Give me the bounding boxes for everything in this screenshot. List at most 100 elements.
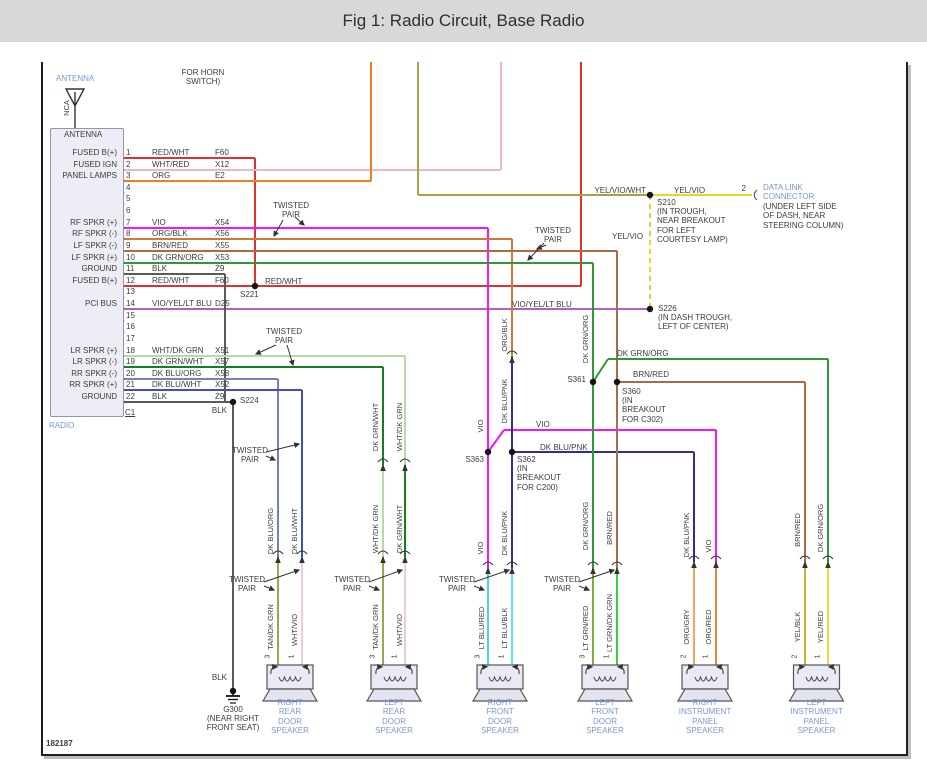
connector-break-arrow — [590, 567, 596, 574]
twisted-pair-arrow — [368, 585, 381, 592]
splice-dot — [508, 448, 516, 456]
pin-number: 6 — [126, 206, 131, 215]
antenna-label: ANTENNA — [56, 74, 95, 83]
speaker-pin-number: 1 — [498, 654, 506, 659]
twisted-pair-label: TWISTED PAIR — [544, 575, 580, 594]
pin-wire-label: ORG — [152, 171, 171, 180]
wire-name-label: RED/WHT — [265, 277, 303, 286]
connector-break-icon — [482, 561, 494, 566]
pin-function-label: LR SPKR (-) — [72, 357, 117, 366]
speaker-cone — [471, 688, 529, 702]
pin-circuit-code: X56 — [215, 229, 230, 238]
pin-circuit-code: F60 — [215, 148, 229, 157]
twisted-pair-arrow — [294, 216, 305, 226]
pin-number: 10 — [126, 253, 135, 262]
dlc-location: (UNDER LEFT SIDE OF DASH, NEAR STEERING … — [763, 202, 844, 230]
splice-s221-label: S221 — [240, 290, 259, 299]
twisted-pair-arrow — [473, 585, 486, 592]
wire-name-vertical-label: VIO — [476, 419, 485, 433]
pin-wire-label: VIO — [152, 218, 166, 227]
dlc-pin-bracket-icon — [753, 189, 758, 201]
twisted-pair-arrow — [578, 568, 616, 583]
terminal-arrow-icon — [375, 663, 384, 675]
pin-number: 14 — [126, 299, 135, 308]
wire-name-vertical-label: YEL/BLK — [793, 611, 802, 643]
wire-name-vertical-label: DK GRN/ORG — [581, 314, 590, 364]
diagram-border — [41, 62, 908, 756]
connector-break-arrow — [380, 556, 386, 563]
pin-function-label: FUSED B(+) — [72, 276, 117, 285]
splice-s224-label: S224 — [240, 396, 259, 405]
connector-break-icon — [710, 555, 722, 560]
ground-g300-location: (NEAR RIGHT FRONT SEAT) — [206, 714, 260, 733]
pin-circuit-code: X55 — [215, 241, 230, 250]
speaker-name-label: RIGHT FRONT DOOR SPEAKER — [481, 698, 519, 735]
speaker-cone — [261, 688, 319, 702]
speaker-cone — [676, 688, 734, 702]
pin-circuit-code: X57 — [215, 357, 230, 366]
speaker-name-label: RIGHT REAR DOOR SPEAKER — [271, 698, 309, 735]
pin-function-label: LF SPKR (+) — [71, 253, 117, 262]
pin-wire-label: DK BLU/WHT — [152, 380, 202, 389]
terminal-arrow-icon — [404, 663, 413, 675]
twisted-pair-arrow — [473, 568, 511, 583]
connector-break-icon — [799, 555, 811, 560]
horn-switch-note: FOR HORN SWITCH) — [181, 68, 225, 87]
speaker-name-label: LEFT FRONT DOOR SPEAKER — [586, 698, 624, 735]
speaker-coil-icon — [488, 675, 512, 682]
twisted-pair-label: TWISTED PAIR — [535, 226, 571, 245]
pin-function-label: RF SPKR (+) — [70, 218, 117, 227]
terminal-arrow-icon — [480, 663, 489, 675]
pin-function-label: FUSED IGN — [73, 160, 117, 169]
radio-label: RADIO — [49, 421, 75, 430]
twisted-pair-arrow — [286, 344, 295, 367]
dlc-name: DATA LINK CONNECTOR — [763, 183, 815, 202]
pin-circuit-code: X12 — [215, 160, 230, 169]
speaker-name-label: LEFT REAR DOOR SPEAKER — [375, 698, 413, 735]
connector-break-arrow — [713, 561, 719, 568]
terminal-arrow-icon — [585, 663, 594, 675]
antenna-box-label: ANTENNA — [64, 130, 103, 139]
pin-number: 19 — [126, 357, 135, 366]
pin-wire-label: RED/WHT — [152, 148, 190, 157]
pin-number: 2 — [126, 160, 131, 169]
connector-break-icon — [296, 550, 308, 555]
wire-name-label: DK GRN/ORG — [617, 349, 669, 358]
connector-break-icon — [377, 458, 389, 463]
wire-name-label: BLK — [211, 673, 227, 682]
pin-circuit-code: X52 — [215, 380, 230, 389]
wire-name-vertical-label: LT GRN/DK GRN — [605, 593, 614, 653]
page-title: Fig 1: Radio Circuit, Base Radio — [0, 0, 927, 42]
splice-s210-location: (IN TROUGH, NEAR BREAKOUT FOR LEFT COURT… — [657, 207, 728, 244]
splice-dot — [229, 398, 237, 406]
pin-number: 7 — [126, 218, 131, 227]
connector-break-icon — [688, 555, 700, 560]
pin-circuit-code: X54 — [215, 218, 230, 227]
wire-name-vertical-label: WHT/VIO — [290, 613, 299, 647]
connector-break-arrow — [802, 561, 808, 568]
twisted-pair-label: TWISTED PAIR — [273, 201, 309, 220]
pin-wire-label: BRN/RED — [152, 241, 189, 250]
pin-number: 1 — [126, 148, 131, 157]
pin-function-label: PCI BUS — [84, 299, 117, 308]
terminal-arrow-icon — [270, 663, 279, 675]
terminal-arrow-icon — [797, 663, 806, 675]
pin-function-label: RF SPKR (-) — [72, 229, 117, 238]
wire-name-vertical-label: WHT/DK GRN — [395, 402, 404, 452]
twisted-pair-arrow — [263, 568, 301, 583]
twisted-pair-arrow — [368, 568, 404, 583]
connector-break-icon — [506, 350, 518, 355]
pin-function-label: FUSED B(+) — [72, 148, 117, 157]
splice-dot — [484, 448, 492, 456]
connector-break-arrow — [825, 561, 831, 568]
figure-id: 182187 — [46, 739, 73, 748]
wire-name-label: YEL/VIO — [612, 232, 644, 241]
twisted-pair-arrow — [527, 242, 545, 261]
wire-name-label: YEL/VIO — [674, 186, 706, 195]
dlc-pin-number: 2 — [741, 184, 746, 193]
wire-name-label: YEL/VIO/WHT — [594, 186, 646, 195]
splice-s362-location: (IN BREAKOUT FOR C200) — [517, 464, 562, 492]
terminal-arrow-icon — [301, 663, 310, 675]
pin-wire-label: DK BLU/ORG — [152, 369, 202, 378]
